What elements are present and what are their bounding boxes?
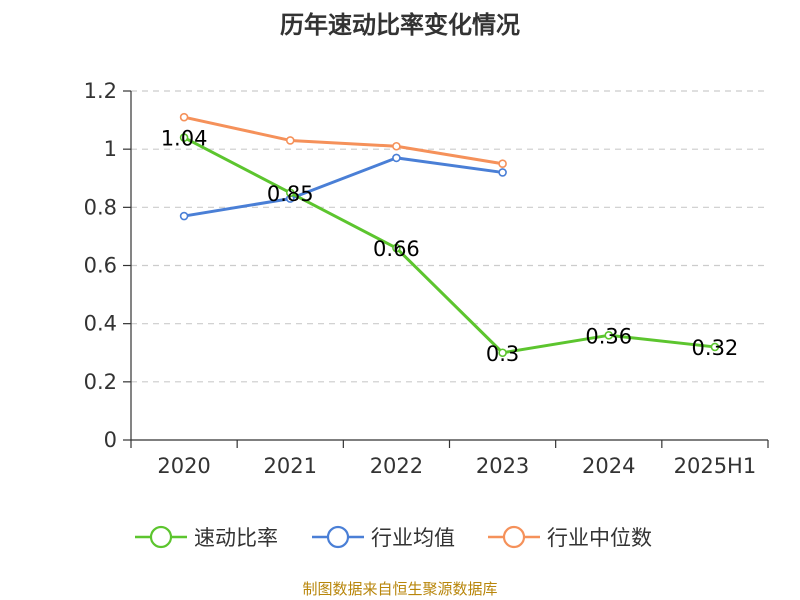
series-0-point-2020[interactable] [179,133,189,142]
x-tick-label-2021: 2021 [264,454,317,478]
legend-label-1: 行业均值 [371,526,455,550]
series-line-1 [183,156,503,218]
x-tick-label-2024: 2024 [582,454,635,478]
y-tick-label-2: 0.4 [84,312,117,336]
series-2-point-2021[interactable] [285,136,295,145]
series-2-point-2022[interactable] [392,141,401,151]
data-label-2020: 1.04 [161,127,208,151]
data-label-2025H1: 0.32 [692,336,739,360]
y-tick-label-6: 1.2 [84,79,117,103]
source-note: 制图数据来自恒生聚源数据库 [302,580,497,598]
data-label-2021: 0.85 [267,182,314,206]
x-tick-label-2022: 2022 [370,454,423,478]
y-tick-label-5: 1 [104,137,117,161]
series-group [179,112,720,358]
x-tick-label-2023: 2023 [476,454,529,478]
series-line-0 [183,136,716,355]
series-2-point-2020[interactable] [179,112,189,122]
chart-title: 历年速动比率变化情况 [280,11,520,39]
y-tick-label-0: 0 [104,428,117,452]
series-0-point-2025H1[interactable] [710,342,720,352]
series-line-2 [183,115,503,166]
legend-item-0[interactable]: 速动比率 [135,525,278,550]
axes: 0 0.2 0.4 0.6 0.8 1 1.2 2020 2021 2022 2023 2024 202… [84,79,769,478]
series-1-point-2023[interactable] [498,168,507,177]
legend-marker-0 [149,525,173,549]
series-1-point-2022[interactable] [392,153,401,163]
legend-marker-2 [502,525,526,549]
y-tick-label-1: 0.2 [84,370,117,394]
series-2-point-2023[interactable] [498,159,507,169]
series-1-point-2020[interactable] [179,211,189,221]
legend[interactable]: 速动比率 行业均值 行业中位数 [135,525,652,550]
data-labels: 1.04 0.85 0.66 0.3 0.36 0.32 [161,127,739,366]
data-label-2024: 0.36 [585,324,632,348]
series-0-point-2022[interactable] [392,243,401,253]
series-0-point-2024[interactable] [604,330,614,340]
data-label-2023: 0.3 [486,342,519,366]
grid-lines [131,90,768,383]
legend-label-2: 行业中位数 [547,526,652,550]
y-tick-label-3: 0.6 [84,254,117,278]
legend-label-0: 速动比率 [194,526,278,550]
legend-item-2[interactable]: 行业中位数 [488,525,652,550]
legend-marker-1 [326,525,350,549]
series-0-point-2021[interactable] [285,188,295,198]
y-tick-label-4: 0.8 [84,195,117,219]
x-tick-label-2020: 2020 [157,454,210,478]
legend-item-1[interactable]: 行业均值 [312,525,455,550]
data-label-2022: 0.66 [373,237,420,261]
x-tick-label-2025H1: 2025H1 [674,454,757,478]
series-0-point-2023[interactable] [498,348,507,358]
